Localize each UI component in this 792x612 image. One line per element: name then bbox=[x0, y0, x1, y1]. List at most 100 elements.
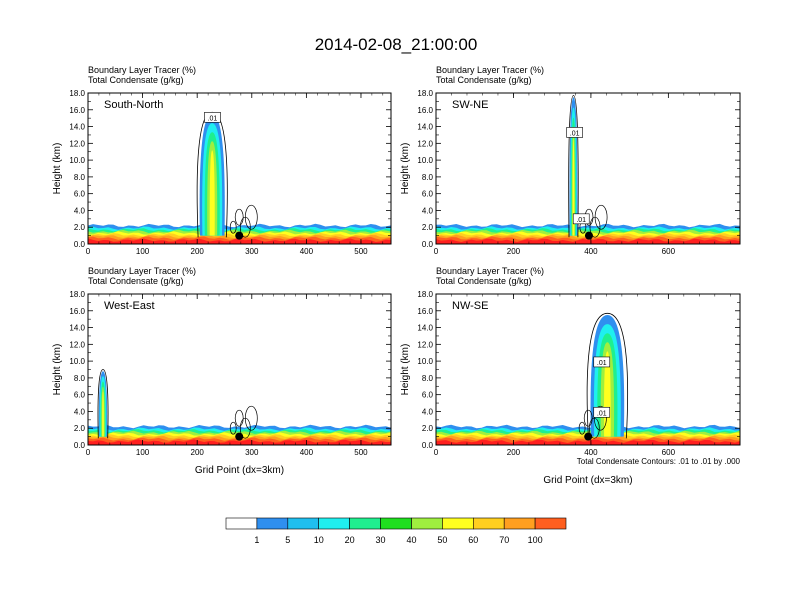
condensate-contour bbox=[568, 95, 579, 238]
x-tick-label: 400 bbox=[300, 247, 314, 256]
y-tick-label: 10.0 bbox=[417, 357, 433, 366]
condensate-contour bbox=[229, 421, 237, 435]
y-tick-label: 8.0 bbox=[422, 374, 434, 383]
y-tick-label: 0.0 bbox=[74, 240, 86, 249]
y-tick-label: 18.0 bbox=[69, 89, 85, 98]
bl-band bbox=[88, 439, 391, 445]
figure-title: 2014-02-08_21:00:00 bbox=[315, 35, 478, 54]
x-tick-label: 0 bbox=[434, 247, 439, 256]
y-tick-label: 16.0 bbox=[417, 307, 433, 316]
bl-band bbox=[436, 238, 740, 244]
x-tick-label: 300 bbox=[245, 448, 259, 457]
colorbar-swatch bbox=[534, 517, 567, 530]
colorbar-label: 1 bbox=[254, 535, 259, 545]
panel-sw-ne: Boundary Layer Tracer (%)Total Condensat… bbox=[400, 65, 741, 256]
y-tick-label: 4.0 bbox=[74, 206, 86, 215]
condensate-contour bbox=[586, 312, 629, 439]
colorbar-swatch bbox=[256, 517, 289, 530]
y-tick-label: 0.0 bbox=[422, 240, 434, 249]
panel-subtitle-condensate: Total Condensate (g/kg) bbox=[436, 75, 532, 85]
y-tick-label: 12.0 bbox=[417, 139, 433, 148]
contour-label-box bbox=[572, 213, 590, 225]
condensate-contour bbox=[244, 204, 258, 230]
condensate-contour bbox=[234, 409, 244, 427]
x-tick-label: 100 bbox=[136, 448, 150, 457]
contour-label-box bbox=[204, 112, 221, 123]
y-tick-label: 10.0 bbox=[69, 156, 85, 165]
panel-label: NW-SE bbox=[452, 300, 488, 312]
contour-label: .01 bbox=[208, 115, 218, 122]
y-tick-label: 16.0 bbox=[69, 307, 85, 316]
y-tick-label: 4.0 bbox=[74, 407, 86, 416]
bl-band bbox=[436, 439, 740, 445]
y-tick-label: 4.0 bbox=[422, 206, 434, 215]
panel-subtitle-tracer: Boundary Layer Tracer (%) bbox=[88, 266, 196, 276]
colorbar-swatch bbox=[225, 517, 258, 530]
x-tick-label: 500 bbox=[354, 448, 368, 457]
contour-label: .01 bbox=[597, 410, 607, 417]
contour-label-box bbox=[566, 127, 583, 138]
condensate-contour bbox=[583, 409, 593, 427]
condensate-contour bbox=[594, 204, 608, 230]
x-tick-label: 300 bbox=[245, 247, 259, 256]
colorbar-swatch bbox=[472, 517, 505, 530]
panel-label: West-East bbox=[104, 300, 155, 312]
y-tick-label: 0.0 bbox=[422, 441, 434, 450]
condensate-contour bbox=[244, 405, 258, 431]
colorbar-label: 70 bbox=[499, 535, 509, 545]
colorbar-swatch bbox=[287, 517, 319, 530]
x-tick-label: 0 bbox=[86, 247, 91, 256]
x-axis-label: Grid Point (dx=3km) bbox=[195, 465, 284, 476]
panel-subtitle-tracer: Boundary Layer Tracer (%) bbox=[88, 65, 196, 75]
contour-label: .01 bbox=[570, 130, 580, 137]
x-tick-label: 200 bbox=[507, 448, 521, 457]
y-axis-label: Height (km) bbox=[52, 344, 63, 396]
y-tick-label: 18.0 bbox=[417, 290, 433, 299]
colorbar-label: 20 bbox=[345, 535, 355, 545]
contour-label: .01 bbox=[576, 217, 586, 224]
condensate-contour bbox=[234, 208, 244, 226]
y-tick-label: 6.0 bbox=[74, 391, 86, 400]
y-tick-label: 6.0 bbox=[74, 190, 86, 199]
y-tick-label: 12.0 bbox=[69, 139, 85, 148]
panel-subtitle-tracer: Boundary Layer Tracer (%) bbox=[436, 65, 544, 75]
x-tick-label: 200 bbox=[191, 448, 205, 457]
y-axis-label: Height (km) bbox=[400, 143, 411, 195]
y-tick-label: 8.0 bbox=[74, 173, 86, 182]
panel-nw-se: Boundary Layer Tracer (%)Total Condensat… bbox=[400, 266, 741, 486]
location-marker bbox=[584, 231, 593, 240]
condensate-contour bbox=[578, 421, 586, 435]
colorbar-label: 50 bbox=[437, 535, 447, 545]
convective-column-fill bbox=[102, 391, 104, 437]
y-tick-label: 2.0 bbox=[422, 424, 434, 433]
x-tick-label: 200 bbox=[507, 247, 521, 256]
x-tick-label: 0 bbox=[434, 448, 439, 457]
x-tick-label: 200 bbox=[191, 247, 205, 256]
y-tick-label: 2.0 bbox=[74, 424, 86, 433]
colorbar-swatch bbox=[442, 517, 474, 530]
y-tick-label: 6.0 bbox=[422, 190, 434, 199]
contour-label: .01 bbox=[597, 360, 607, 367]
plot-frame bbox=[87, 92, 392, 245]
y-tick-label: 8.0 bbox=[74, 374, 86, 383]
x-tick-label: 0 bbox=[86, 448, 91, 457]
panel-west-east: Boundary Layer Tracer (%)Total Condensat… bbox=[52, 266, 392, 476]
colorbar-swatch bbox=[349, 517, 381, 530]
colorbar-label: 30 bbox=[375, 535, 385, 545]
panel-subtitle-condensate: Total Condensate (g/kg) bbox=[88, 75, 184, 85]
location-marker bbox=[235, 231, 244, 240]
y-tick-label: 18.0 bbox=[417, 89, 433, 98]
field-plot bbox=[88, 111, 391, 244]
y-tick-label: 14.0 bbox=[69, 324, 85, 333]
y-tick-label: 4.0 bbox=[422, 407, 434, 416]
condensate-contour bbox=[97, 369, 109, 439]
x-tick-label: 400 bbox=[584, 448, 598, 457]
panel-subtitle-condensate: Total Condensate (g/kg) bbox=[88, 276, 184, 286]
y-tick-label: 14.0 bbox=[417, 123, 433, 132]
location-marker bbox=[584, 432, 593, 441]
y-tick-label: 8.0 bbox=[422, 173, 434, 182]
y-tick-label: 12.0 bbox=[69, 340, 85, 349]
y-tick-label: 6.0 bbox=[422, 391, 434, 400]
colorbar-swatch bbox=[503, 517, 536, 530]
